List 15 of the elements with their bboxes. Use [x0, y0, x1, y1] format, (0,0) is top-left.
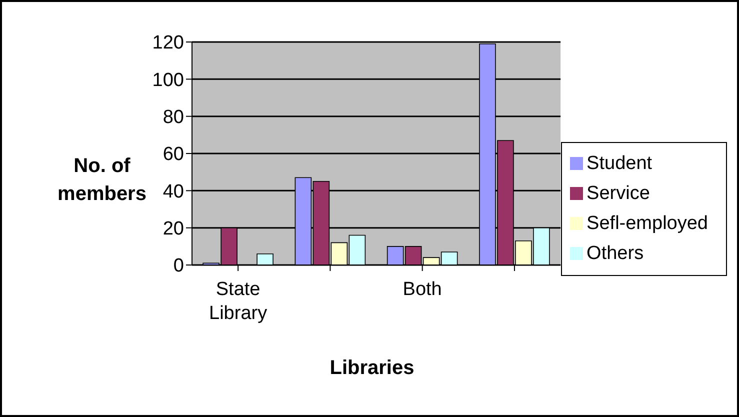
y-tick-label: 0 [173, 256, 184, 277]
y-axis-title: No. of members [58, 155, 146, 205]
legend-label: Others [586, 242, 644, 264]
legend-label: Sefl-employed [586, 212, 708, 234]
x-axis-title: Libraries [328, 357, 416, 380]
y-tick-label: 40 [162, 181, 184, 202]
x-tick-label: State Library [209, 279, 268, 324]
y-tick-label: 80 [162, 107, 184, 128]
y-tick-label: 100 [152, 70, 184, 91]
y-tick-label: 60 [162, 144, 184, 166]
y-tick-label: 120 [152, 32, 184, 54]
x-tick-label: Both [402, 279, 442, 300]
legend-label: Student [586, 152, 652, 174]
legend-label: Service [586, 182, 650, 204]
y-tick-label: 20 [162, 218, 184, 240]
